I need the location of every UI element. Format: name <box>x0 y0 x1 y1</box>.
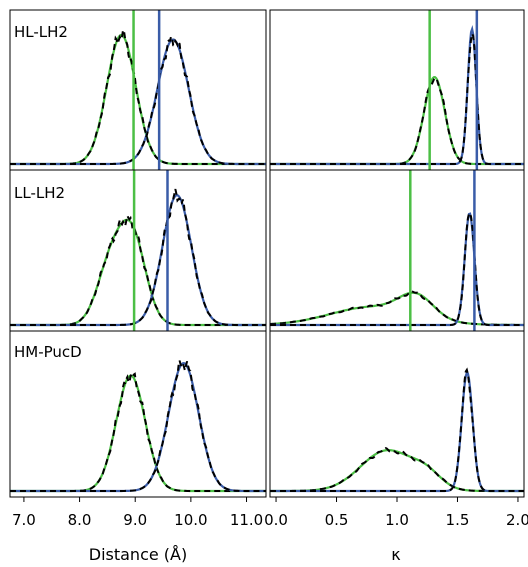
hm-pucd-kappa-green-curve <box>270 449 524 493</box>
x-tick-label: 1.0 <box>385 511 409 529</box>
ll-lh2-kappa-green-dashed-curve <box>269 290 524 326</box>
curves-layer <box>10 24 524 493</box>
x-tick-label: 11.0 <box>230 511 263 529</box>
x-tick-label: 7.0 <box>12 511 36 529</box>
x-tick-label: 1.5 <box>446 511 470 529</box>
tick-layer: 7.0 8.0 9.0 10.0 11.0 0.0 0.5 1.0 1.5 2.0 <box>12 497 528 529</box>
ll-lh2-kappa-blue-curve <box>270 212 524 327</box>
row-label-1: HL-LH2 <box>14 23 68 41</box>
x-tick-label: 0.5 <box>325 511 349 529</box>
x-axis-title-kappa: κ <box>391 545 401 564</box>
hl-lh2-kappa-green-curve <box>270 75 524 166</box>
x-axis-title-distance: Distance (Å) <box>89 545 187 564</box>
row-label-3: HM-PucD <box>14 343 82 361</box>
hl-lh2-distance-blue-dashed-curve <box>10 34 266 165</box>
panel-frame <box>269 330 525 498</box>
panel-frame <box>9 330 267 498</box>
hl-lh2-kappa-blue-curve <box>270 24 524 166</box>
panel-frame <box>269 169 525 332</box>
x-tick-label: 9.0 <box>123 511 147 529</box>
hm-pucd-distance-blue-dashed-curve <box>10 360 266 492</box>
x-tick-label: 2.0 <box>506 511 528 529</box>
vline-layer <box>132 10 479 331</box>
x-tick-label: 0.0 <box>264 511 288 529</box>
ll-lh2-distance-green-dashed-curve <box>10 212 266 326</box>
x-tick-label: 8.0 <box>68 511 92 529</box>
hm-pucd-kappa-blue-dashed-curve <box>270 367 524 492</box>
x-tick-label: 10.0 <box>174 511 207 529</box>
hl-lh2-kappa-blue-dashed-curve <box>270 30 524 165</box>
panel-frames <box>9 9 525 498</box>
hm-pucd-kappa-green-dashed-curve <box>270 447 524 492</box>
ll-lh2-distance-blue-curve <box>10 194 266 327</box>
hm-pucd-distance-blue-curve <box>10 361 266 493</box>
ll-lh2-kappa-blue-dashed-curve <box>270 212 524 326</box>
ll-lh2-distance-blue-dashed-curve <box>10 188 266 326</box>
hl-lh2-kappa-green-dashed-curve <box>270 76 524 165</box>
hm-pucd-distance-green-dashed-curve <box>10 371 266 492</box>
panel-frame <box>269 9 525 171</box>
row-label-2: LL-LH2 <box>14 184 65 202</box>
ll-lh2-distance-green-curve <box>10 218 266 327</box>
hm-pucd-kappa-blue-curve <box>270 370 524 493</box>
